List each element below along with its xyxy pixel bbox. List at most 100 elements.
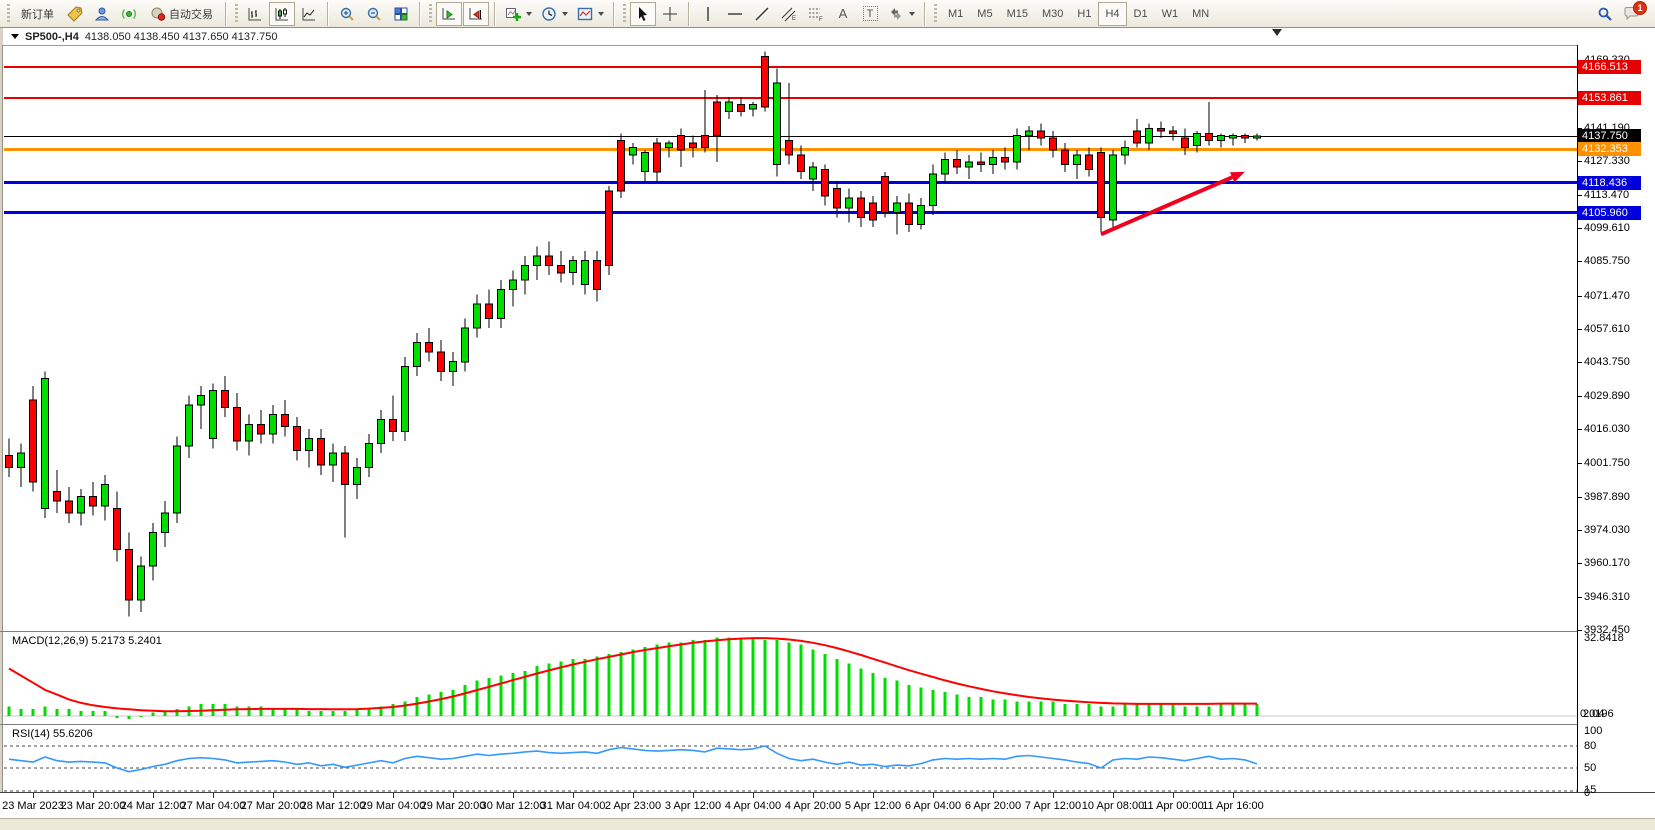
horizontal-level-line-4166.513[interactable] <box>4 66 1577 69</box>
new-order-button[interactable]: 新订单 <box>14 2 61 26</box>
time-tick-mark <box>1053 793 1054 798</box>
toolbar-grip[interactable] <box>429 3 432 24</box>
macd-label: MACD(12,26,9) 5.2173 5.2401 <box>12 635 162 647</box>
trend-arrow-annotation[interactable] <box>1100 175 1233 237</box>
price-tick-mark <box>1578 496 1582 498</box>
window-left-edge <box>0 45 3 818</box>
zoom-in-button[interactable] <box>334 2 360 26</box>
time-tick-mark <box>93 793 94 798</box>
bar-chart-button[interactable] <box>242 2 268 26</box>
separator <box>613 1 615 26</box>
horizontal-level-line-4137.750[interactable] <box>4 135 1577 137</box>
notifications-button[interactable]: 1 <box>1619 0 1647 26</box>
label-tool-button[interactable]: T <box>857 2 883 26</box>
profiles-button[interactable] <box>89 2 115 26</box>
price-tick-label: 4085.750 <box>1584 255 1630 268</box>
timeframe-m5-button[interactable]: M5 <box>977 7 993 20</box>
rsi-tick-label: 100 <box>1584 725 1603 738</box>
toolbar-grip[interactable] <box>235 3 238 24</box>
fibonacci-tool-button[interactable]: F <box>803 2 829 26</box>
macd-panel[interactable]: MACD(12,26,9) 5.2173 5.2401 <box>4 633 1577 723</box>
panel-separator[interactable] <box>0 724 1655 725</box>
vertical-line-icon <box>700 6 716 22</box>
candlestick-icon <box>274 6 290 22</box>
rsi-panel[interactable]: RSI(14) 55.6206 <box>4 726 1577 792</box>
bar-chart-icon <box>247 6 263 22</box>
trendline-tool-button[interactable] <box>749 2 775 26</box>
indicators-button[interactable] <box>501 2 536 26</box>
chart-shift-button[interactable] <box>463 1 489 26</box>
time-tick-label: 30 Mar 12:00 <box>480 800 546 812</box>
time-tick-label: 24 Mar 12:00 <box>120 800 186 812</box>
arrows-tool-button[interactable] <box>884 2 919 26</box>
macd-min-tick-label: 0.0196 <box>1580 708 1614 720</box>
time-tick-mark <box>993 793 994 798</box>
panel-separator[interactable] <box>0 631 1655 632</box>
toolbar-grip[interactable] <box>934 3 937 24</box>
price-tick-mark <box>1578 261 1582 263</box>
auto-scroll-button[interactable] <box>436 1 462 26</box>
toolbar-grip[interactable] <box>7 3 10 24</box>
template-icon <box>577 6 593 22</box>
horizontal-level-line-4118.436[interactable] <box>4 181 1577 185</box>
price-tick-label: 3987.890 <box>1584 490 1630 503</box>
rsi-tick-label: 15 <box>1584 784 1597 796</box>
trend-arrow-head[interactable] <box>1229 171 1245 183</box>
time-tick-label: 6 Apr 04:00 <box>904 800 962 812</box>
chart-menu-triangle-icon[interactable] <box>11 34 19 39</box>
chart-shift-marker-icon[interactable] <box>1272 29 1282 36</box>
dropdown-arrow-icon[interactable] <box>598 11 604 16</box>
rsi-tick-label: 80 <box>1584 740 1597 752</box>
chart-top-border <box>0 45 1655 46</box>
toolbar-grip[interactable] <box>623 3 626 24</box>
chart-shift-icon <box>468 6 484 22</box>
chart-symbol-title: SP500-,H4 <box>25 30 79 43</box>
chart-ohlc-values: 4138.050 4138.450 4137.650 4137.750 <box>84 30 278 43</box>
auto-trade-button[interactable]: 自动交易 <box>143 2 220 26</box>
price-tick-mark <box>1578 329 1582 331</box>
channel-tool-button[interactable]: E <box>776 2 802 26</box>
horizontal-level-line-4105.960[interactable] <box>4 211 1577 215</box>
horizontal-line-tool-button[interactable] <box>722 2 748 26</box>
horizontal-level-line-4153.861[interactable] <box>4 96 1577 99</box>
auto-trade-icon <box>150 6 166 22</box>
main-price-panel[interactable] <box>4 46 1577 630</box>
timeframe-h1-button[interactable]: H1 <box>1077 7 1092 20</box>
data-window-button[interactable] <box>116 2 142 26</box>
price-axis-column <box>1578 45 1655 818</box>
dropdown-arrow-icon[interactable] <box>562 11 568 16</box>
timeframe-d1-button[interactable]: D1 <box>1133 7 1148 20</box>
vertical-line-tool-button[interactable] <box>695 2 721 26</box>
zoom-out-icon <box>366 6 382 22</box>
time-tick-mark <box>453 793 454 798</box>
tile-windows-button[interactable] <box>388 2 414 26</box>
zoom-out-button[interactable] <box>361 2 387 26</box>
open-chart-button[interactable] <box>62 2 88 26</box>
equidistant-channel-icon: E <box>781 6 797 22</box>
search-button[interactable] <box>1592 2 1618 26</box>
timeframe-m1-button[interactable]: M1 <box>948 7 964 20</box>
timeframe-mn-button[interactable]: MN <box>1192 7 1210 20</box>
auto-trade-label: 自动交易 <box>169 8 213 21</box>
price-tick-label: 4071.470 <box>1584 289 1630 302</box>
separator <box>924 1 926 26</box>
price-tick-label: 4057.610 <box>1584 323 1630 336</box>
time-tick-mark <box>1113 793 1114 798</box>
dropdown-arrow-icon[interactable] <box>526 11 532 16</box>
time-tick-mark <box>933 793 934 798</box>
text-tool-button[interactable]: A <box>830 2 856 26</box>
timeframe-w1-button[interactable]: W1 <box>1161 7 1179 20</box>
timeframe-m30-button[interactable]: M30 <box>1041 7 1064 20</box>
periods-button[interactable] <box>537 2 572 26</box>
separator <box>494 1 496 26</box>
dropdown-arrow-icon[interactable] <box>909 11 915 16</box>
cursor-tool-button[interactable] <box>630 1 656 26</box>
search-icon <box>1597 6 1613 22</box>
crosshair-tool-button[interactable] <box>657 2 683 26</box>
candlestick-chart-button[interactable] <box>269 1 295 26</box>
timeframe-h4-button[interactable]: H4 <box>1098 1 1127 26</box>
timeframe-m15-button[interactable]: M15 <box>1006 7 1028 20</box>
time-tick-mark <box>633 793 634 798</box>
templates-button[interactable] <box>573 2 608 26</box>
line-chart-button[interactable] <box>296 2 322 26</box>
